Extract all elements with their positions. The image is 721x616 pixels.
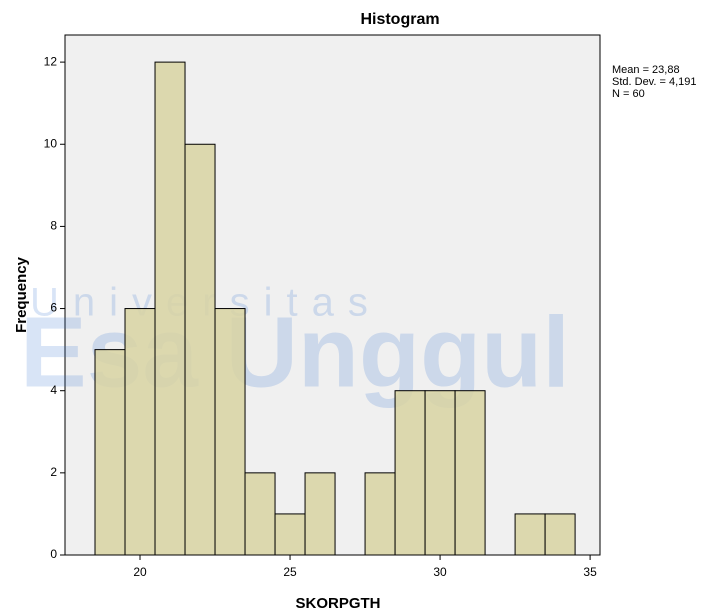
annotation: Std. Dev. = 4,191 bbox=[612, 76, 697, 88]
y-tick-label: 10 bbox=[44, 136, 58, 150]
x-tick-label: 20 bbox=[133, 565, 147, 579]
y-tick-label: 0 bbox=[50, 547, 57, 561]
y-tick-label: 12 bbox=[44, 54, 58, 68]
y-axis-label: Frequency bbox=[13, 256, 30, 333]
bar bbox=[304, 472, 336, 556]
bar bbox=[244, 472, 276, 556]
x-tick-label: 30 bbox=[433, 565, 447, 579]
y-tick-label: 2 bbox=[50, 465, 57, 479]
y-tick-label: 4 bbox=[50, 383, 57, 397]
annotation: N = 60 bbox=[612, 88, 645, 100]
bar bbox=[454, 390, 486, 556]
bar bbox=[124, 308, 156, 556]
bar bbox=[154, 61, 186, 556]
x-tick-label: 35 bbox=[583, 565, 597, 579]
bar bbox=[544, 513, 576, 556]
y-tick-label: 8 bbox=[50, 219, 57, 233]
bar bbox=[394, 390, 426, 556]
bar bbox=[214, 308, 246, 556]
y-tick-label: 6 bbox=[50, 301, 57, 315]
annotation: Mean = 23,88 bbox=[612, 64, 680, 76]
bar bbox=[184, 143, 216, 556]
bar bbox=[514, 513, 546, 556]
bar bbox=[94, 349, 126, 556]
bar bbox=[424, 390, 456, 556]
x-tick-label: 25 bbox=[283, 565, 297, 579]
bar bbox=[364, 472, 396, 556]
x-axis-label: SKORPGTH bbox=[295, 595, 380, 612]
bar bbox=[274, 513, 306, 556]
chart-title: Histogram bbox=[360, 11, 439, 28]
